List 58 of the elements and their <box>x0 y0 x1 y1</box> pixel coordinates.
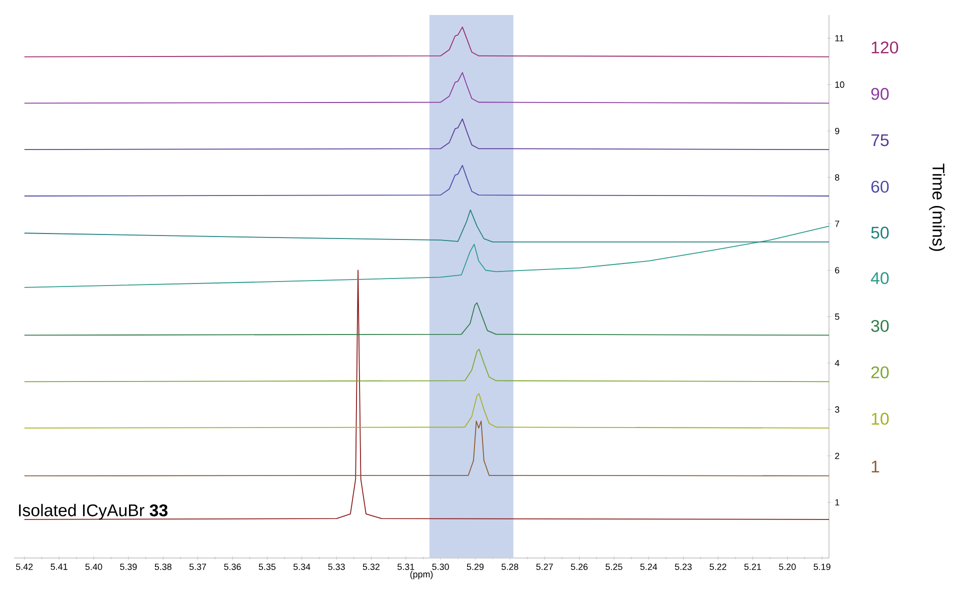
text: 90 <box>871 88 889 100</box>
line-series <box>24 164 830 196</box>
y-tick-label: 4 <box>834 360 840 366</box>
x-tick-label: 5.35 <box>258 564 276 570</box>
line-series <box>24 302 830 336</box>
text: 10 <box>872 412 889 425</box>
text: 75 <box>871 134 889 146</box>
line-series <box>24 26 830 58</box>
x-tick-label: 5.41 <box>50 564 68 570</box>
y-tick-label: 9 <box>835 128 840 134</box>
y-tick-label: 10 <box>835 81 844 88</box>
x-tick-label: 5.21 <box>744 564 761 570</box>
text: 50 <box>871 226 889 239</box>
text: 120 <box>872 41 898 54</box>
line-series <box>24 209 830 242</box>
text: 20 <box>871 366 889 378</box>
line-series <box>24 226 830 288</box>
x-tick-label: 5.38 <box>154 564 172 570</box>
x-tick-label: 5.28 <box>502 564 518 570</box>
text: 40 <box>870 272 889 284</box>
line-series <box>24 72 830 104</box>
x-tick-label: 5.39 <box>120 564 137 570</box>
x-tick-label: 5.33 <box>328 564 345 570</box>
x-tick-label: 5.27 <box>536 564 553 570</box>
y-tick-label: 2 <box>835 452 840 460</box>
x-tick-label: 5.32 <box>362 564 380 570</box>
x-tick-label: 5.23 <box>674 564 692 570</box>
text: 30 <box>871 320 889 332</box>
x-tick-label: 5.37 <box>189 564 206 570</box>
x-tick-label: 5.36 <box>224 564 241 570</box>
y-tick-label: 6 <box>835 267 840 274</box>
x-axis-title: (ppm) <box>410 570 433 580</box>
line-series <box>24 118 830 150</box>
x-tick-label: 5.40 <box>85 564 102 570</box>
x-tick-label: 5.31 <box>398 564 414 570</box>
x-tick-label: 5.19 <box>814 564 830 570</box>
legend-title: Time (mins) <box>929 164 945 251</box>
x-tick-label: 5.34 <box>293 564 310 570</box>
x-tick-label: 5.29 <box>466 564 484 570</box>
x-tick-label: 5.24 <box>640 564 658 570</box>
y-tick-label: 7 <box>835 220 840 227</box>
line-series <box>24 420 830 476</box>
y-tick-label: 1 <box>835 499 840 506</box>
y-tick-label: 5 <box>835 314 840 320</box>
x-tick-label: 5.22 <box>710 564 726 570</box>
x-tick-label: 5.25 <box>606 564 622 570</box>
text: 1 <box>872 460 880 472</box>
x-tick-label: 5.30 <box>432 564 449 570</box>
line-series <box>24 348 830 382</box>
x-tick-label: 5.20 <box>779 564 796 570</box>
text: 60 <box>871 180 889 193</box>
annotation: Isolated ICyAuBr 33 <box>19 504 168 520</box>
line-series <box>24 393 830 428</box>
x-tick-label: 5.42 <box>16 564 33 570</box>
y-tick-label: 8 <box>835 174 840 181</box>
y-tick-label: 11 <box>835 35 844 42</box>
x-tick-label: 5.26 <box>570 564 588 570</box>
y-tick-label: 3 <box>834 406 840 413</box>
